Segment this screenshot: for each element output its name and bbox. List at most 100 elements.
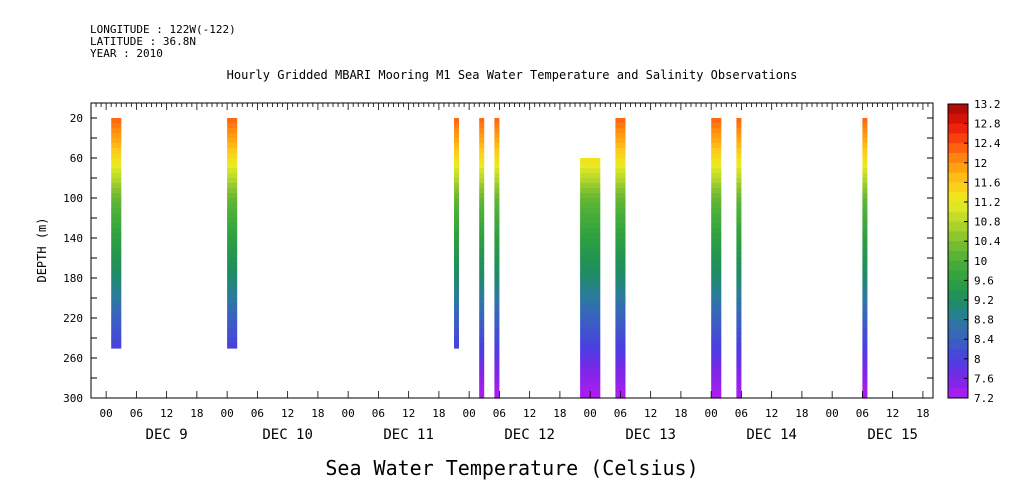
profile-cell [736, 188, 742, 194]
profile-cell [711, 238, 722, 244]
profile-cell [580, 373, 601, 379]
profile-cell [580, 383, 601, 389]
profile-cell [862, 313, 868, 319]
profile-cell [227, 283, 238, 289]
profile-cell [711, 348, 722, 354]
profile-cell [615, 158, 626, 164]
profile-cell [711, 373, 722, 379]
x-hour-label: 06 [493, 407, 506, 420]
profile-cell [736, 268, 742, 274]
profile-cell [736, 383, 742, 389]
profile-cell [580, 158, 601, 164]
profile-cell [227, 223, 238, 229]
colorbar-cell [948, 378, 968, 389]
colorbar-cell [948, 319, 968, 330]
profile-cell [615, 313, 626, 319]
colorbar-label: 10 [974, 255, 987, 268]
profile-cell [111, 253, 122, 259]
profile-cell [494, 148, 500, 154]
profile-cell [580, 353, 601, 359]
profile-cell [580, 183, 601, 189]
profile-cell [479, 303, 485, 309]
profile-cell [494, 273, 500, 279]
profile-cell [580, 263, 601, 269]
profile-cell [479, 248, 485, 254]
profile-cell [494, 168, 500, 174]
profile-cell [862, 203, 868, 209]
profile-cell [111, 228, 122, 234]
profile-cell [111, 193, 122, 199]
temperature-profile-7 [615, 118, 626, 399]
profile-cell [227, 333, 238, 339]
profile-cell [494, 153, 500, 159]
profile-cell [711, 138, 722, 144]
profile-cell [580, 338, 601, 344]
profile-cell [862, 358, 868, 364]
profile-cell [111, 188, 122, 194]
x-hour-label: 12 [281, 407, 294, 420]
profile-cell [736, 208, 742, 214]
colorbar-label: 8.8 [974, 314, 994, 327]
profile-cell [736, 283, 742, 289]
colorbar-label: 8 [974, 353, 981, 366]
profile-cell [479, 183, 485, 189]
profile-cell [227, 253, 238, 259]
profile-cell [615, 283, 626, 289]
profile-cell [454, 263, 459, 269]
profile-cell [615, 203, 626, 209]
colorbar-cell [948, 123, 968, 134]
profile-cell [736, 318, 742, 324]
profile-cell [494, 263, 500, 269]
profile-cell [862, 248, 868, 254]
profile-cell [479, 193, 485, 199]
profile-cell [711, 213, 722, 219]
x-day-label: DEC 9 [146, 427, 188, 443]
x-day-label: DEC 11 [383, 427, 434, 443]
profile-cell [111, 183, 122, 189]
profile-cell [111, 283, 122, 289]
profile-cell [479, 198, 485, 204]
x-hour-label: 12 [160, 407, 173, 420]
profile-cell [615, 378, 626, 384]
x-hour-label: 18 [916, 407, 929, 420]
colorbar-cell [948, 251, 968, 262]
profile-cell [711, 158, 722, 164]
profile-cell [615, 293, 626, 299]
profile-cell [862, 198, 868, 204]
profile-cell [711, 273, 722, 279]
profile-cell [494, 318, 500, 324]
profile-cell [580, 298, 601, 304]
profile-cell [479, 373, 485, 379]
profile-cell [615, 383, 626, 389]
profile-cell [580, 323, 601, 329]
profile-cell [711, 338, 722, 344]
profile-cell [862, 123, 868, 129]
profile-cell [711, 173, 722, 179]
profile-cell [580, 308, 601, 314]
profile-cell [454, 238, 459, 244]
profile-cell [580, 258, 601, 264]
profile-cell [454, 223, 459, 229]
profile-cell [454, 138, 459, 144]
profile-cell [454, 253, 459, 259]
colorbar-label: 12.8 [974, 118, 1001, 131]
profile-cell [862, 153, 868, 159]
profile-cell [736, 368, 742, 374]
profile-cell [711, 313, 722, 319]
profile-cell [479, 143, 485, 149]
colorbar-label: 12 [974, 157, 987, 170]
profile-cell [227, 308, 238, 314]
profile-cell [862, 263, 868, 269]
x-hour-label: 06 [856, 407, 869, 420]
profile-cell [479, 343, 485, 349]
profile-cell [227, 218, 238, 224]
profile-cell [479, 213, 485, 219]
profile-cell [615, 173, 626, 179]
profile-cell [454, 153, 459, 159]
profile-cell [479, 123, 485, 129]
profile-cell [711, 323, 722, 329]
profile-cell [711, 143, 722, 149]
profile-cell [862, 393, 868, 399]
colorbar-label: 8.4 [974, 333, 994, 346]
profile-cell [494, 303, 500, 309]
